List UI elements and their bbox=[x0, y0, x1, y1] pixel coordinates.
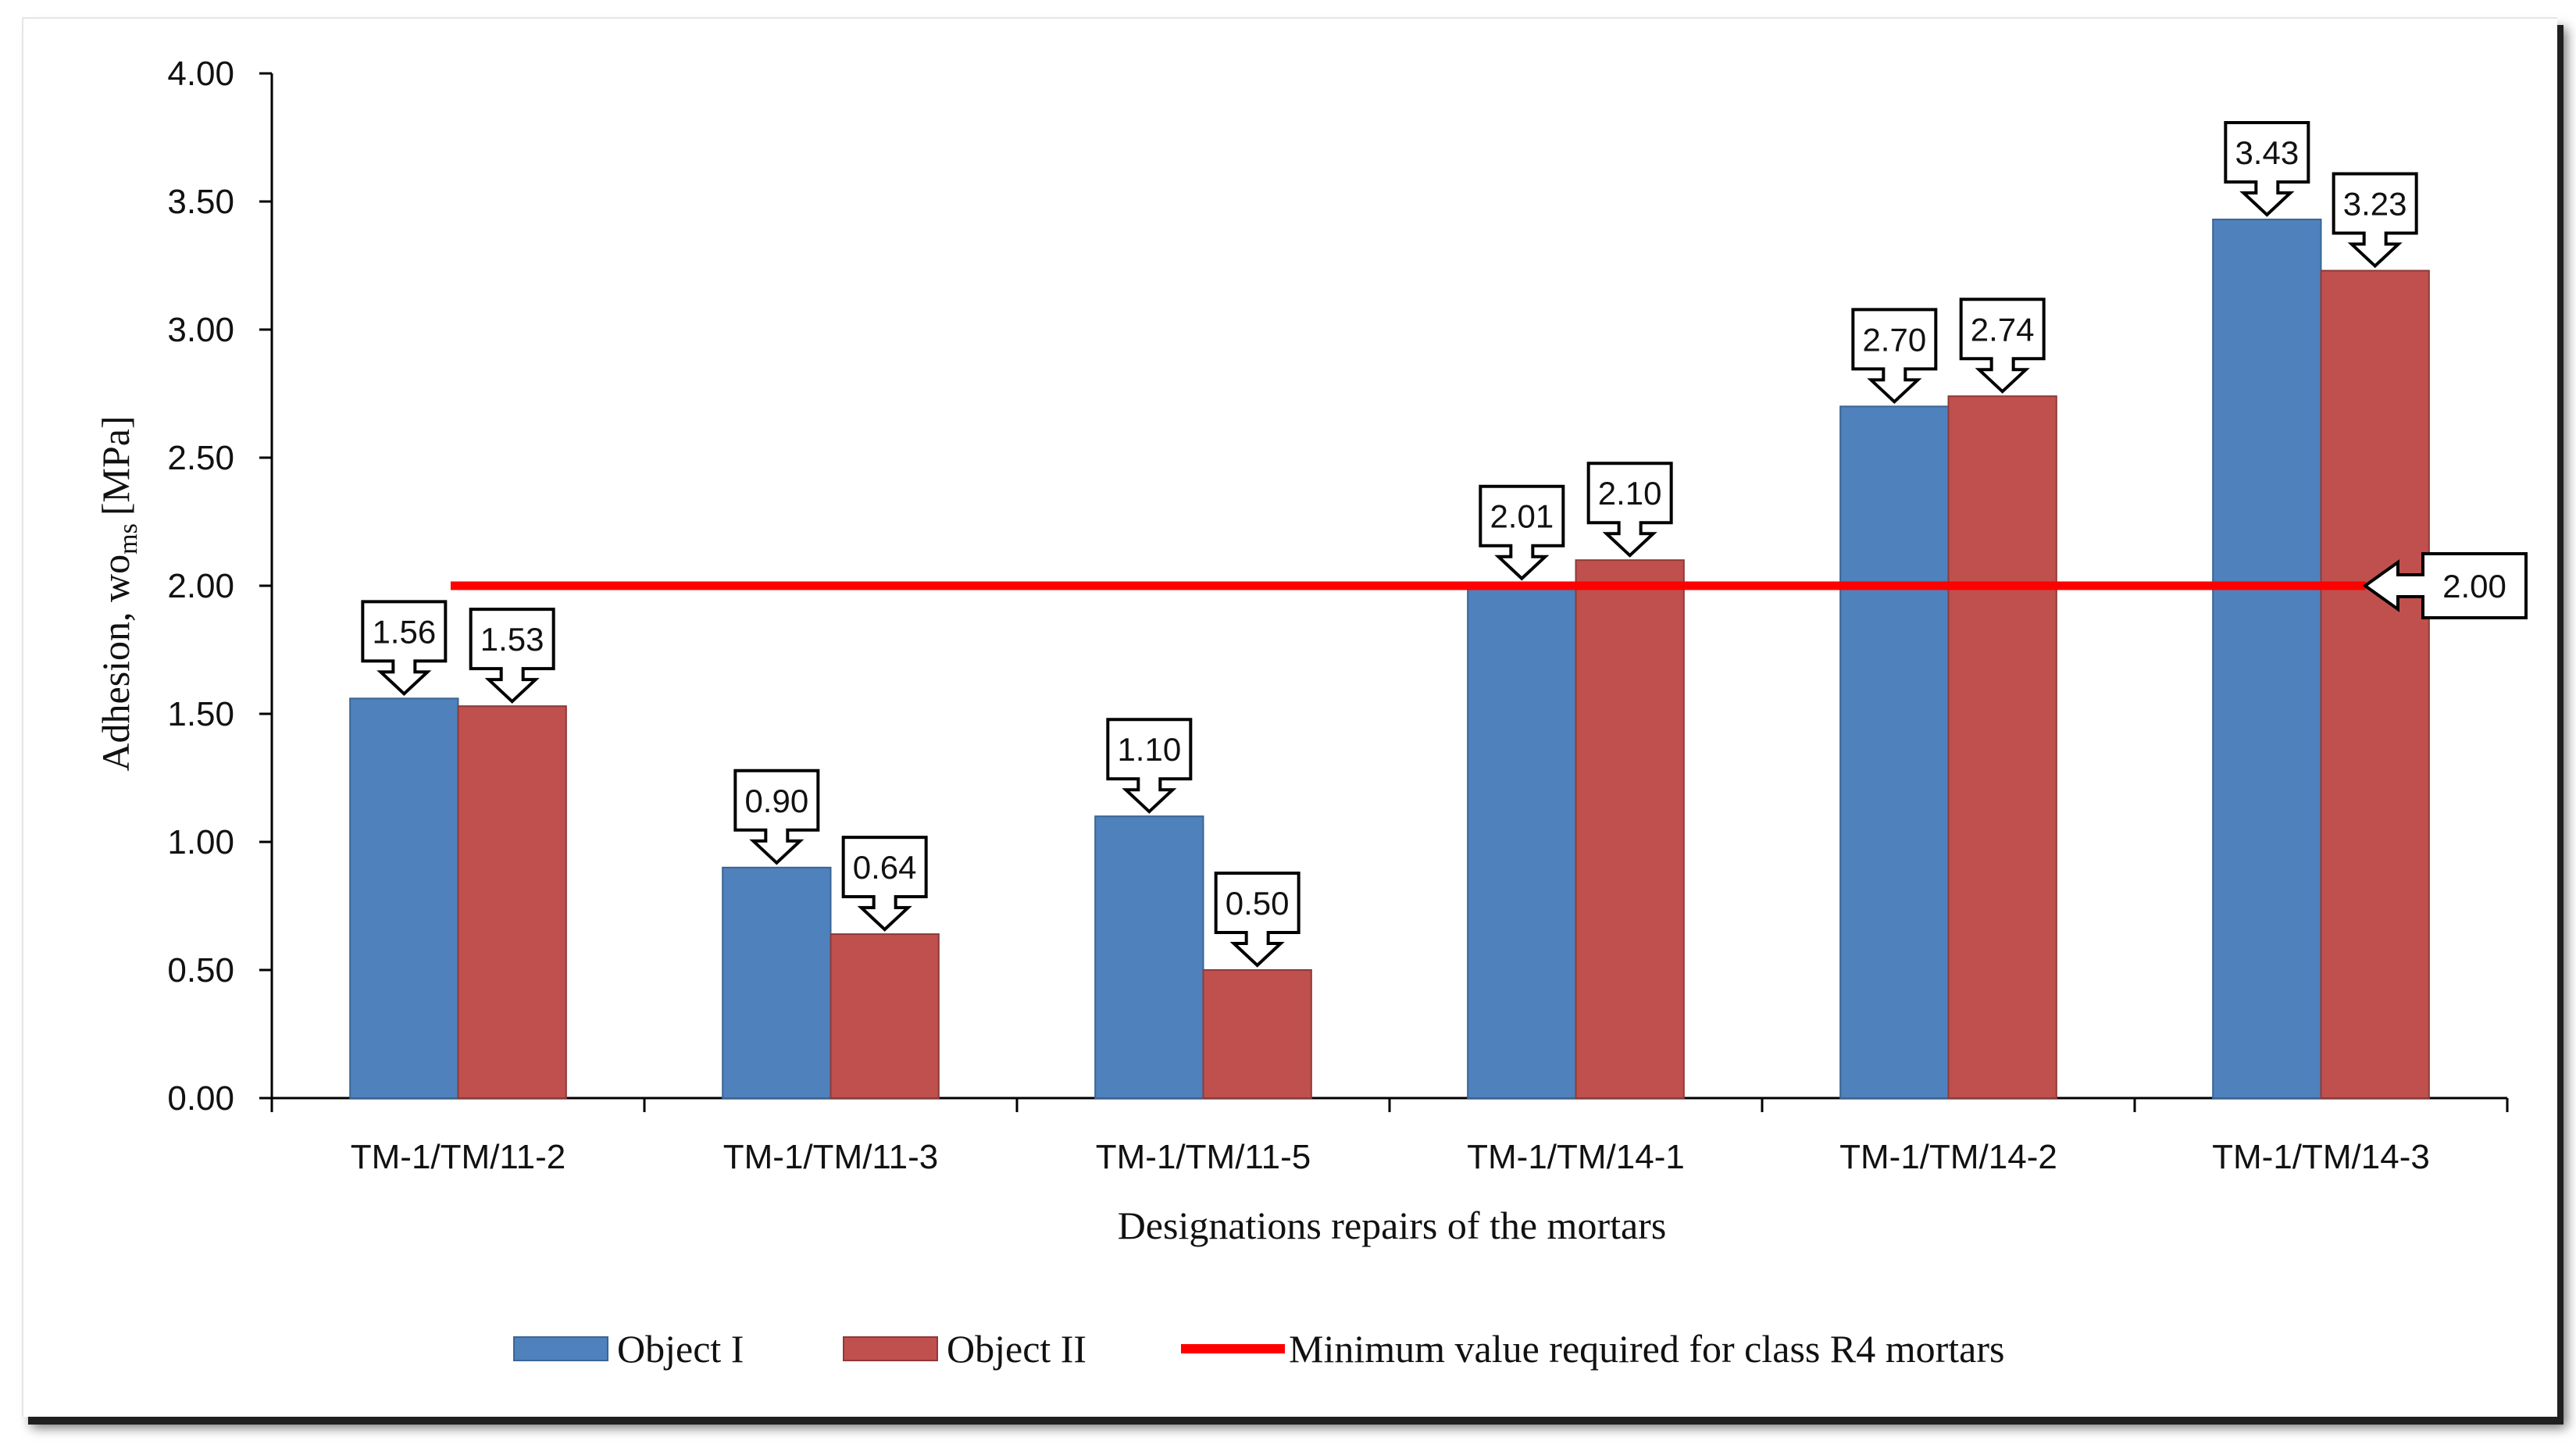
data-label-callout-object-i bbox=[361, 600, 448, 697]
x-tick-label: TM-1/TM/14-1 bbox=[1467, 1138, 1685, 1176]
y-tick-label: 1.00 bbox=[167, 823, 234, 861]
data-label-object-i: 2.01 bbox=[1490, 498, 1554, 535]
y-tick-label: 0.00 bbox=[167, 1079, 234, 1118]
x-tick-label: TM-1/TM/14-3 bbox=[2212, 1138, 2430, 1176]
legend-label-min-line: Minimum value required for class R4 mort… bbox=[1289, 1327, 2004, 1371]
reference-line-callout bbox=[2362, 552, 2528, 619]
y-tick-label: 4.00 bbox=[167, 55, 234, 93]
bar-object-ii bbox=[2320, 269, 2430, 1099]
x-tick-label: TM-1/TM/11-5 bbox=[1096, 1138, 1311, 1176]
data-label-object-ii: 0.50 bbox=[1226, 885, 1290, 922]
data-label-callout-object-ii bbox=[1214, 872, 1300, 968]
x-tick-label: TM-1/TM/14-2 bbox=[1839, 1138, 2057, 1176]
bar-object-i bbox=[722, 866, 832, 1100]
data-label-callout-object-ii bbox=[2332, 172, 2418, 269]
reference-line-value-label: 2.00 bbox=[2442, 568, 2506, 604]
bar-object-i bbox=[1839, 405, 1950, 1099]
axes: 0.00 0.50 1.00 1.50 2.00 2.50 3.00 3.50 4.00 TM-1… bbox=[167, 55, 2509, 1176]
data-label-object-ii: 2.74 bbox=[1971, 311, 2035, 348]
y-tick-label: 0.50 bbox=[167, 951, 234, 990]
data-label-object-ii: 2.10 bbox=[1598, 475, 1662, 512]
data-label-callout-object-ii bbox=[841, 836, 928, 932]
bar-object-ii bbox=[1202, 969, 1312, 1099]
bar-object-ii bbox=[1575, 559, 1685, 1099]
data-label-object-ii: 3.23 bbox=[2343, 186, 2407, 223]
y-tick-label: 2.50 bbox=[167, 439, 234, 477]
y-tick-label: 1.50 bbox=[167, 695, 234, 733]
data-label-callout-object-ii bbox=[1959, 298, 2046, 394]
bar-object-i bbox=[349, 697, 459, 1099]
y-tick-label: 2.00 bbox=[167, 567, 234, 605]
x-tick-label: TM-1/TM/11-3 bbox=[723, 1138, 938, 1176]
y-axis-title: Adhesion, woms [MPa] bbox=[94, 415, 143, 771]
bar-object-i bbox=[2212, 218, 2322, 1100]
y-axis-title-main: Adhesion, wo bbox=[94, 555, 137, 772]
bars bbox=[349, 218, 2430, 1100]
y-tick-label: 3.00 bbox=[167, 311, 234, 349]
data-label-object-i: 1.56 bbox=[372, 613, 436, 650]
data-label-object-i: 0.90 bbox=[744, 783, 808, 819]
y-axis-title-subscript: ms bbox=[114, 523, 143, 555]
reference-line-group: 2.00 bbox=[450, 552, 2528, 619]
data-label-callout-object-i bbox=[2224, 120, 2310, 217]
data-label-callout-object-ii bbox=[1586, 462, 1673, 558]
data-label-object-i: 3.43 bbox=[2235, 134, 2299, 171]
data-labels: 1.56 0.90 1.10 2.01 2.70 3.43 1.53 0.64 0.50 2.10… bbox=[361, 120, 2418, 968]
legend-swatch-object-i bbox=[513, 1336, 608, 1361]
bar-object-ii bbox=[830, 933, 940, 1099]
bar-object-i bbox=[1094, 815, 1204, 1099]
legend-label-object-i: Object I bbox=[617, 1327, 744, 1371]
data-label-callout-object-i bbox=[1479, 484, 1565, 581]
bar-object-i bbox=[1467, 582, 1577, 1099]
data-label-object-i: 1.10 bbox=[1117, 731, 1181, 768]
data-label-object-i: 2.70 bbox=[1862, 321, 1926, 358]
x-axis-title: Designations repairs of the mortars bbox=[1118, 1204, 1667, 1247]
data-label-callout-object-ii bbox=[469, 608, 555, 704]
data-label-callout-object-i bbox=[1851, 308, 1938, 405]
legend-swatch-object-ii bbox=[843, 1336, 938, 1361]
legend: Object I Object II Minimum value require… bbox=[513, 1327, 2004, 1371]
y-axis-title-unit: [MPa] bbox=[94, 415, 137, 515]
data-label-callout-object-i bbox=[1106, 718, 1193, 814]
bar-object-ii bbox=[1947, 395, 2057, 1099]
legend-label-object-ii: Object II bbox=[947, 1327, 1086, 1371]
data-label-object-ii: 1.53 bbox=[480, 621, 544, 658]
x-tick-label: TM-1/TM/11-2 bbox=[351, 1138, 566, 1176]
y-tick-label: 3.50 bbox=[167, 183, 234, 221]
data-label-callout-object-i bbox=[733, 769, 820, 865]
data-label-object-ii: 0.64 bbox=[853, 849, 917, 886]
bar-object-ii bbox=[457, 705, 567, 1099]
